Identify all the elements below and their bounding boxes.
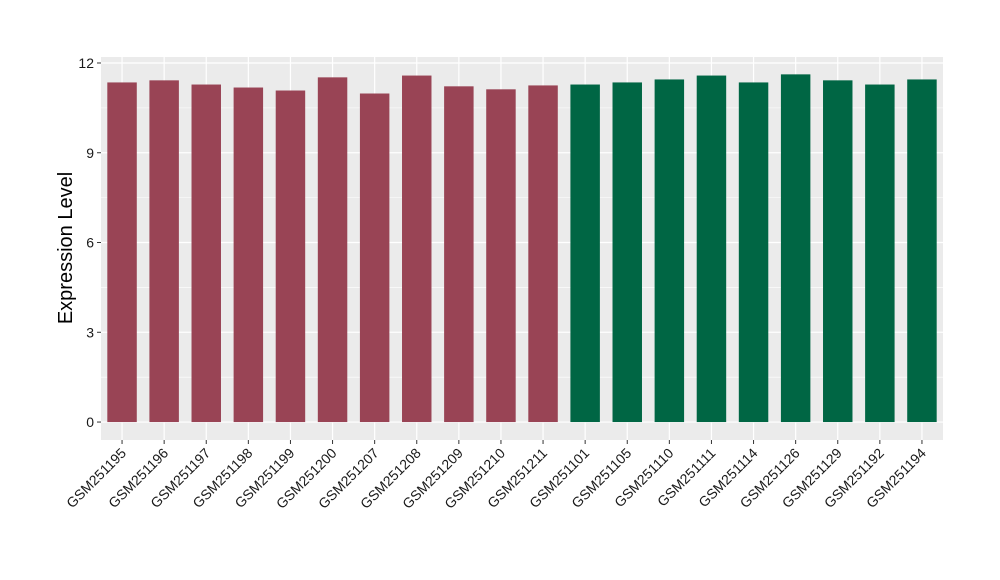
bar bbox=[865, 84, 895, 423]
y-axis-title: Expression Level bbox=[55, 172, 77, 324]
bar bbox=[780, 74, 811, 423]
bar bbox=[275, 90, 306, 423]
bar bbox=[612, 82, 642, 423]
bars bbox=[107, 74, 937, 423]
bar bbox=[402, 75, 432, 423]
bar bbox=[823, 80, 853, 423]
bar bbox=[317, 77, 348, 423]
x-axis: GSM251195GSM251196GSM251197GSM251198GSM2… bbox=[63, 440, 929, 512]
bar bbox=[444, 86, 474, 423]
bar bbox=[654, 79, 685, 423]
bar bbox=[149, 80, 179, 423]
bar bbox=[359, 93, 390, 423]
bar bbox=[233, 87, 264, 423]
y-axis: 0 3 6 9 12 bbox=[78, 55, 101, 430]
bar bbox=[696, 75, 727, 423]
bar bbox=[738, 82, 769, 423]
y-tick-label: 3 bbox=[86, 324, 94, 340]
y-tick-label: 9 bbox=[86, 145, 94, 161]
bar bbox=[528, 85, 558, 423]
y-tick-label: 6 bbox=[86, 235, 94, 251]
y-tick-label: 0 bbox=[86, 414, 94, 430]
bar bbox=[486, 89, 516, 423]
plot-panel bbox=[101, 57, 943, 440]
bar bbox=[907, 79, 937, 423]
y-tick-label: 12 bbox=[78, 55, 94, 71]
bar bbox=[191, 84, 221, 423]
bar bbox=[570, 84, 600, 423]
bar bbox=[107, 82, 137, 423]
